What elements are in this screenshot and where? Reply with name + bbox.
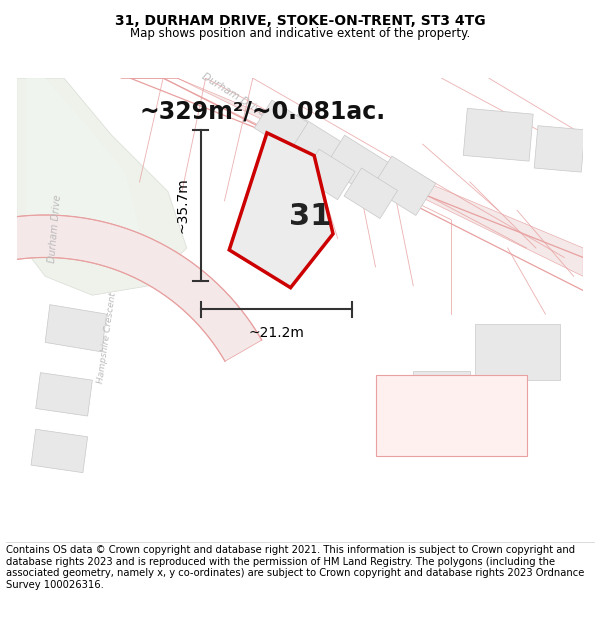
Polygon shape bbox=[0, 215, 262, 361]
Polygon shape bbox=[302, 149, 355, 199]
Polygon shape bbox=[413, 371, 470, 409]
Text: Map shows position and indicative extent of the property.: Map shows position and indicative extent… bbox=[130, 27, 470, 40]
Polygon shape bbox=[344, 168, 398, 219]
Polygon shape bbox=[45, 304, 107, 352]
Text: ~35.7m: ~35.7m bbox=[176, 177, 190, 233]
Polygon shape bbox=[36, 372, 92, 416]
Polygon shape bbox=[121, 78, 583, 276]
Polygon shape bbox=[229, 133, 333, 288]
Polygon shape bbox=[277, 114, 341, 174]
Polygon shape bbox=[325, 135, 389, 195]
Text: ~21.2m: ~21.2m bbox=[248, 326, 304, 341]
Text: Durham Drive: Durham Drive bbox=[47, 194, 62, 264]
Polygon shape bbox=[372, 156, 436, 216]
Polygon shape bbox=[463, 108, 533, 161]
Polygon shape bbox=[534, 126, 585, 172]
Text: Contains OS data © Crown copyright and database right 2021. This information is : Contains OS data © Crown copyright and d… bbox=[6, 545, 584, 590]
Polygon shape bbox=[26, 78, 140, 253]
Text: Durham Drive: Durham Drive bbox=[200, 72, 268, 119]
Text: Hampshire Crescent: Hampshire Crescent bbox=[95, 292, 118, 384]
Polygon shape bbox=[376, 376, 527, 456]
Polygon shape bbox=[475, 324, 560, 380]
Polygon shape bbox=[31, 429, 88, 472]
Polygon shape bbox=[17, 78, 187, 295]
Text: 31, DURHAM DRIVE, STOKE-ON-TRENT, ST3 4TG: 31, DURHAM DRIVE, STOKE-ON-TRENT, ST3 4T… bbox=[115, 14, 485, 28]
Polygon shape bbox=[254, 100, 308, 151]
Text: 31: 31 bbox=[289, 202, 332, 231]
Text: ~329m²/~0.081ac.: ~329m²/~0.081ac. bbox=[139, 99, 385, 123]
